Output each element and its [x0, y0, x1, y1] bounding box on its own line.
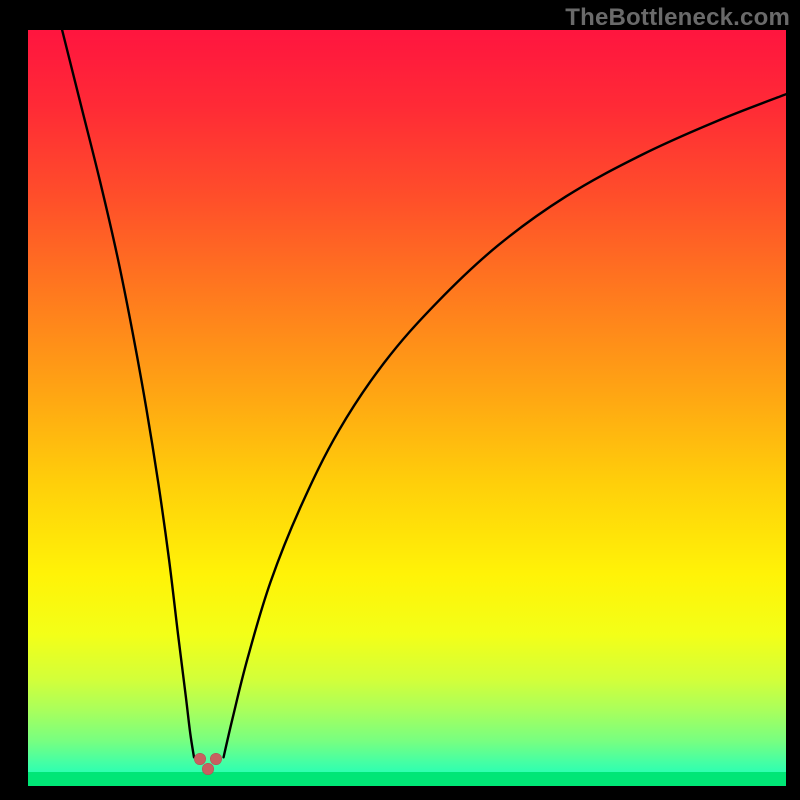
bottleneck-curve — [28, 30, 786, 786]
curve-left — [62, 30, 194, 757]
dip-marker — [195, 751, 221, 779]
chart-frame: TheBottleneck.com — [0, 0, 800, 800]
curve-right — [224, 94, 786, 757]
watermark-text: TheBottleneck.com — [565, 4, 790, 32]
plot-area — [28, 30, 786, 786]
dip-marker-dot-right — [210, 753, 222, 765]
dip-marker-dot-bottom — [202, 763, 214, 775]
